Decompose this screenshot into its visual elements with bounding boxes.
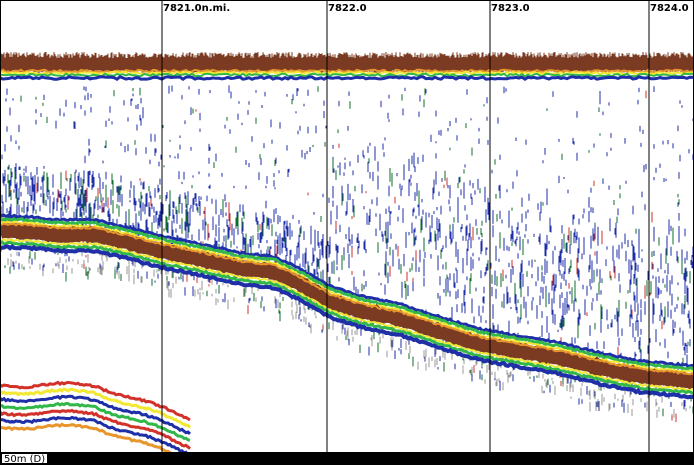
status-bar xyxy=(0,452,694,465)
depth-range-label[interactable]: 50m (D) xyxy=(1,453,49,465)
distance-marker-7821: 7821.0n.mi. xyxy=(163,3,232,14)
seabed-echo-layer xyxy=(0,213,694,463)
distance-marker-7824: 7824.0 xyxy=(650,3,690,14)
distance-marker-7822: 7822.0 xyxy=(328,3,368,14)
distance-grid-lines xyxy=(161,0,650,452)
surface-transducer-band xyxy=(0,52,694,82)
distance-marker-7823: 7823.0 xyxy=(491,3,531,14)
